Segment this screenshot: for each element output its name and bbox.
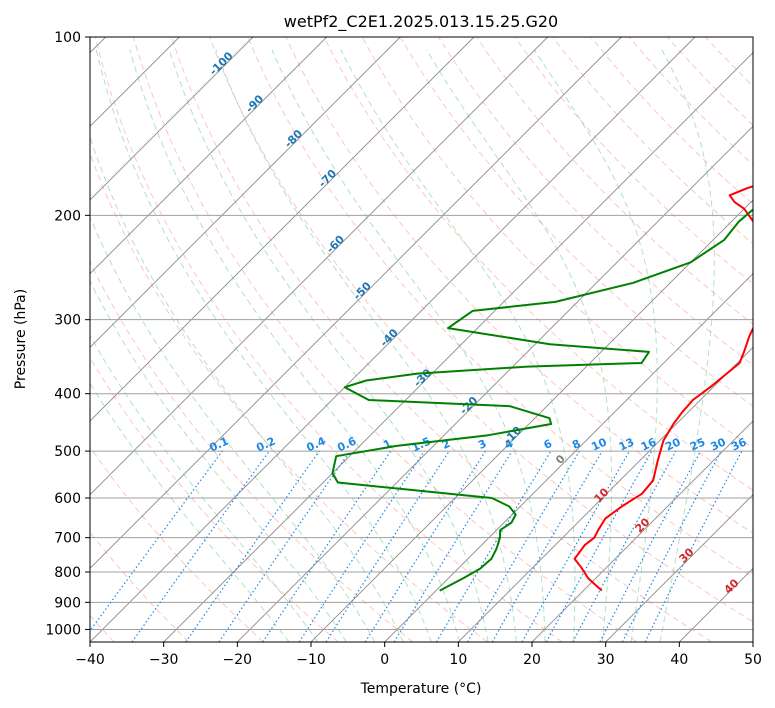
y-tick-label: 900 xyxy=(54,595,81,611)
dry-adiabat xyxy=(247,37,753,578)
isotherm-line xyxy=(384,273,753,642)
x-axis: −40 −30 −20 −10 0 10 20 30 40 50 xyxy=(75,642,762,668)
moist-adiabat xyxy=(95,49,432,642)
y-tick-label: 600 xyxy=(54,491,81,507)
isotherm-line xyxy=(90,37,475,422)
mixing-ratio-label: 20 xyxy=(663,435,683,453)
x-tick-label: −30 xyxy=(149,652,179,668)
moist-adiabat xyxy=(215,49,517,642)
isotherm-line xyxy=(237,125,753,642)
y-tick-label: 400 xyxy=(54,387,81,403)
series-layer xyxy=(331,185,753,592)
dry-adiabat xyxy=(323,37,753,491)
x-tick-label: 50 xyxy=(744,652,762,668)
isotherm-line xyxy=(163,52,753,642)
x-tick-label: −10 xyxy=(296,652,326,668)
x-tick-label: 0 xyxy=(380,652,389,668)
mixing-ratio-line xyxy=(466,450,580,642)
isotherm-line xyxy=(90,37,548,496)
x-tick-label: 10 xyxy=(449,652,467,668)
y-axis: 100 200 300 400 500 600 700 800 900 1000 xyxy=(45,30,90,638)
plot-frame xyxy=(89,36,754,643)
x-tick-label: 30 xyxy=(597,652,615,668)
moist-adiabat xyxy=(340,49,576,642)
y-tick-label: 1000 xyxy=(45,622,81,638)
dry-adiabat xyxy=(514,37,753,285)
isotherm-line xyxy=(90,37,696,642)
dry-adiabat xyxy=(94,37,563,642)
mixing-ratio-line xyxy=(572,450,677,642)
x-tick-label: −40 xyxy=(75,652,105,668)
y-tick-label: 700 xyxy=(54,531,81,547)
isotherm-line xyxy=(90,37,622,569)
dewpoint-profile xyxy=(331,208,753,592)
isotherm-line xyxy=(310,199,753,642)
mixing-ratio-line xyxy=(218,450,351,642)
mixing-ratio-line xyxy=(491,450,603,642)
moist-adiabat xyxy=(90,334,319,642)
mixing-ratio-line xyxy=(131,450,270,642)
dry-adiabat xyxy=(209,37,753,623)
isotherm-line xyxy=(531,420,753,642)
mixing-ratio-line xyxy=(185,450,320,642)
x-axis-label: Temperature (°C) xyxy=(360,681,482,697)
isotherm-line xyxy=(90,37,327,275)
mixing-ratio-line xyxy=(521,450,631,642)
moist-adiabat xyxy=(659,49,715,642)
moist-adiabat xyxy=(168,49,489,642)
moist-adiabat xyxy=(90,279,347,642)
y-tick-label: 800 xyxy=(54,565,81,581)
dry-adiabat xyxy=(90,446,264,642)
x-tick-label: 40 xyxy=(670,652,688,668)
mixing-ratio-line xyxy=(393,450,513,642)
isotherm-line xyxy=(90,37,254,201)
isotherm-line xyxy=(605,494,753,642)
moist-adiabat xyxy=(90,135,404,642)
mixing-ratio-label: 13 xyxy=(617,435,636,453)
mixing-ratio-line xyxy=(325,450,450,642)
isotherm-line xyxy=(90,37,401,348)
x-tick-label: −20 xyxy=(223,652,253,668)
mixing-ratio-label: 10 xyxy=(589,435,609,453)
y-axis-label: Pressure (hPa) xyxy=(13,289,29,389)
dry-adiabat xyxy=(132,37,638,642)
mixing-ratio-line xyxy=(435,450,552,642)
moist-adiabat xyxy=(533,49,658,642)
grid-layer xyxy=(90,37,753,642)
mixing-ratio-label: 25 xyxy=(688,435,707,453)
mixing-ratio-label: 16 xyxy=(639,435,659,453)
moist-adiabat xyxy=(271,49,546,642)
dry-adiabat xyxy=(399,37,753,407)
mixing-ratio-label: 36 xyxy=(729,435,749,453)
dry-adiabat xyxy=(476,37,753,325)
x-tick-label: 20 xyxy=(523,652,541,668)
mixing-ratio-label: 30 xyxy=(709,435,729,453)
dry-adiabat xyxy=(90,260,414,642)
moist-adiabat xyxy=(90,382,290,642)
y-tick-label: 300 xyxy=(54,313,81,329)
y-tick-label: 200 xyxy=(54,208,81,224)
y-tick-label: 500 xyxy=(54,444,81,460)
mixing-ratio-line xyxy=(364,450,486,642)
y-tick-label: 100 xyxy=(54,30,81,46)
dry-adiabat xyxy=(628,37,753,166)
mixing-ratio-line xyxy=(90,450,223,632)
mixing-ratio-line xyxy=(545,450,653,642)
temperature-profile xyxy=(573,185,753,592)
isotherm-line xyxy=(458,346,753,642)
chart-title: wetPf2_C2E1.2025.013.15.25.G20 xyxy=(284,12,558,32)
